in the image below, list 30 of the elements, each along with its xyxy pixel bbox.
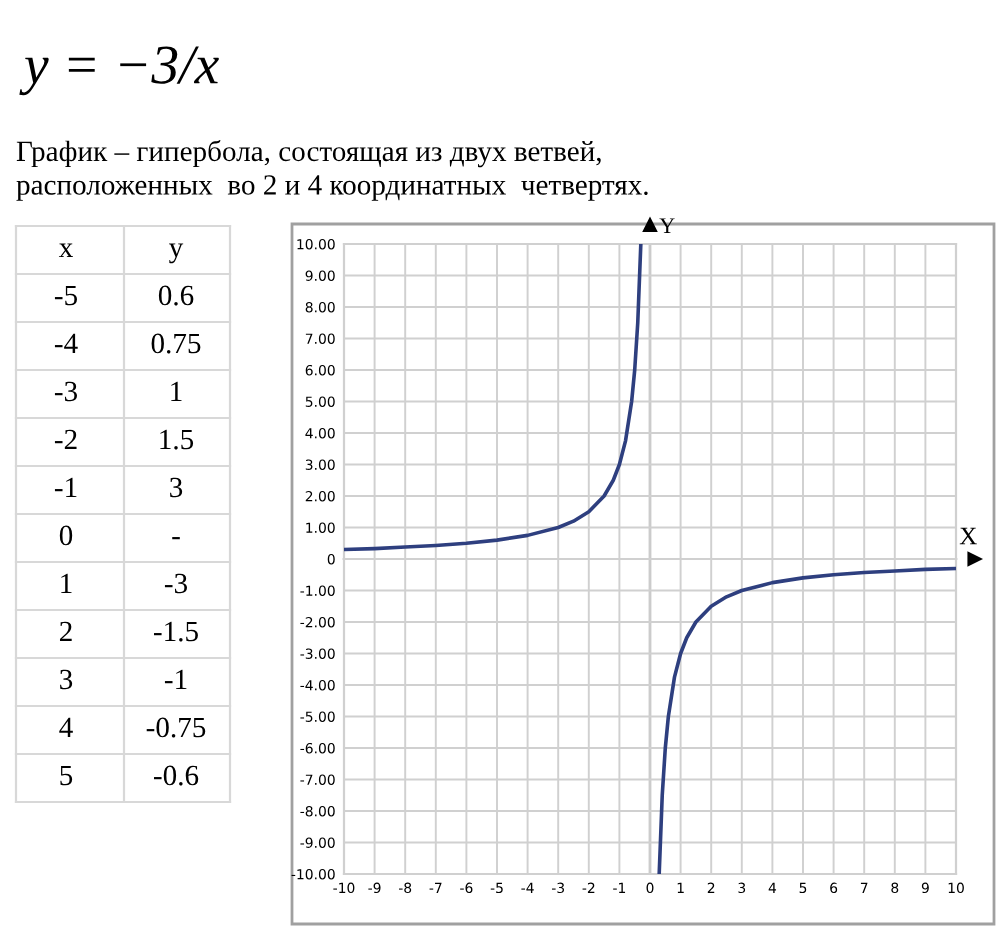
line-series bbox=[344, 244, 643, 552]
text: 3 bbox=[170, 477, 183, 498]
text: -5 bbox=[54, 285, 78, 306]
text: 0.75 bbox=[151, 333, 201, 354]
text: 1 bbox=[171, 381, 182, 402]
text: -4 bbox=[54, 333, 78, 354]
line-series bbox=[657, 566, 956, 874]
text: -3 bbox=[164, 573, 188, 594]
chart-title: y = −3/x bbox=[19, 46, 219, 96]
text: -0.75 bbox=[146, 717, 206, 738]
text: 5 bbox=[60, 765, 73, 786]
text: -1 bbox=[164, 669, 187, 690]
text: - bbox=[172, 537, 180, 540]
text: -0.6 bbox=[154, 765, 199, 786]
x-axis-title: X bbox=[959, 527, 977, 545]
text: 4 bbox=[59, 717, 73, 738]
text: -2 bbox=[54, 429, 77, 450]
text: x bbox=[58, 243, 73, 258]
text: 0.6 bbox=[158, 285, 194, 306]
text: -1 bbox=[54, 477, 77, 498]
y-axis-title: Y bbox=[659, 218, 675, 233]
text: y bbox=[169, 243, 184, 264]
text: 1 bbox=[61, 573, 72, 594]
chart-subtitle: График – гипербола, состоящая из двух ветвей, расположенных во 2 и 4 координатных четвертях. bbox=[16, 140, 648, 201]
text: 0 bbox=[59, 525, 73, 546]
text: -3 bbox=[54, 381, 78, 402]
text: 2 bbox=[59, 621, 72, 642]
text: -1.5 bbox=[154, 621, 198, 642]
text: 1.5 bbox=[160, 429, 194, 450]
text: 3 bbox=[60, 669, 73, 690]
